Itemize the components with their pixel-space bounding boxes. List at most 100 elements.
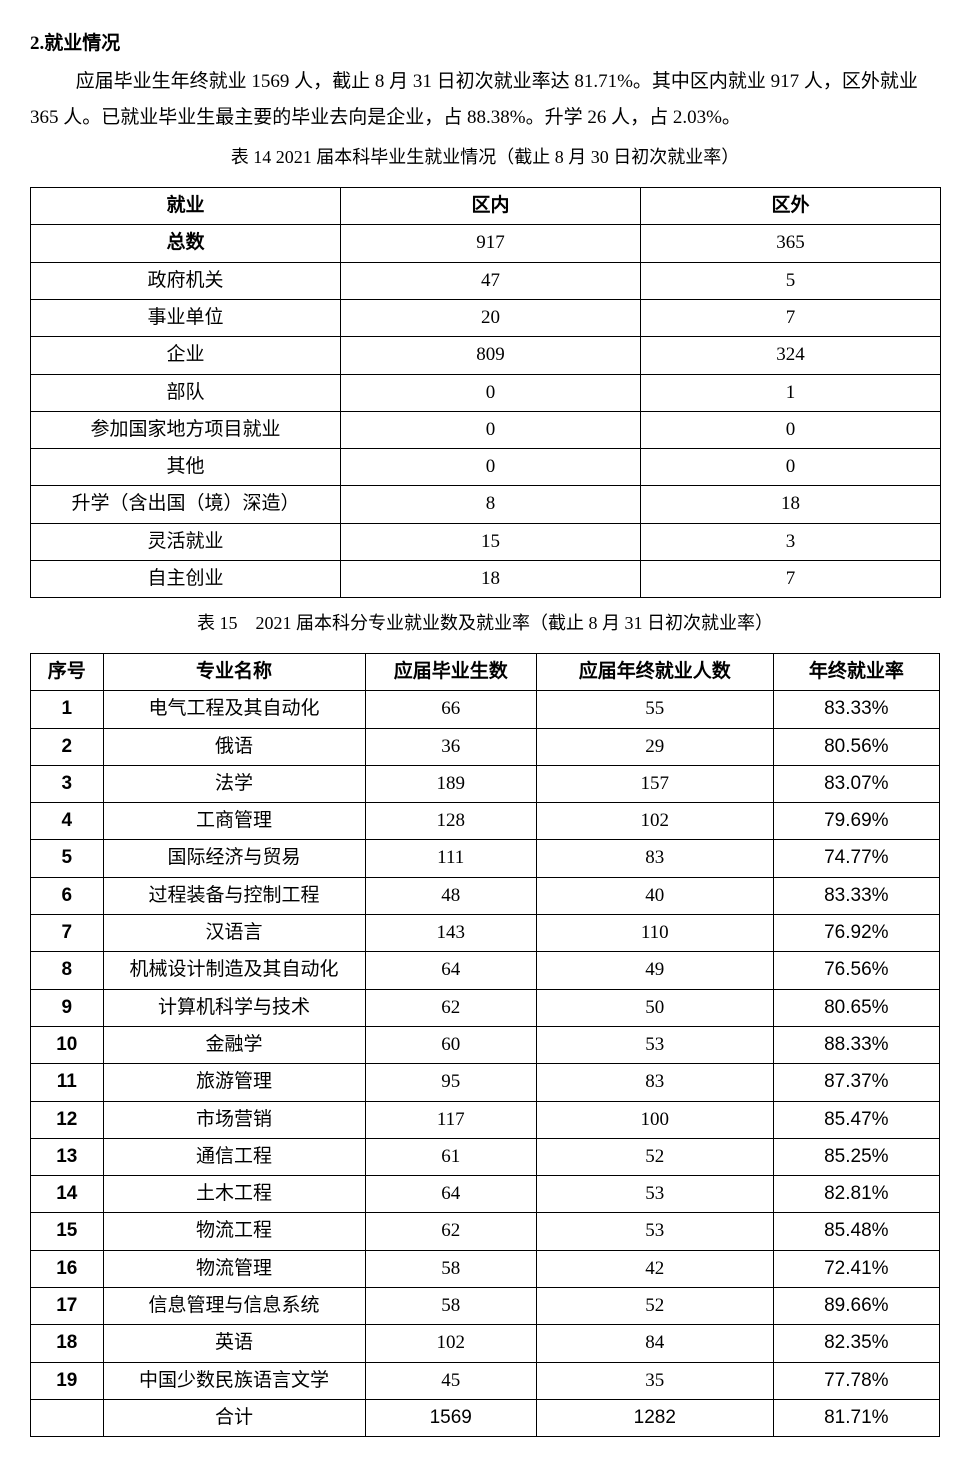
total-rate: 81.71% <box>773 1399 939 1436</box>
emp-rate: 85.25% <box>773 1138 939 1175</box>
major-name: 旅游管理 <box>103 1064 365 1101</box>
emp-rate: 72.41% <box>773 1250 939 1287</box>
grad-count: 58 <box>365 1287 536 1324</box>
table-row: 参加国家地方项目就业00 <box>31 411 941 448</box>
table-row: 8机械设计制造及其自动化644976.56% <box>31 952 940 989</box>
emp-count: 35 <box>536 1362 773 1399</box>
total-emp: 1282 <box>536 1399 773 1436</box>
major-name: 物流工程 <box>103 1213 365 1250</box>
major-name: 土木工程 <box>103 1176 365 1213</box>
table-row: 14土木工程645382.81% <box>31 1176 940 1213</box>
cell: 0 <box>341 411 641 448</box>
row-label: 企业 <box>31 337 341 374</box>
emp-rate: 80.56% <box>773 728 939 765</box>
row-label: 总数 <box>31 225 341 262</box>
emp-rate: 82.81% <box>773 1176 939 1213</box>
col-header: 应届年终就业人数 <box>536 653 773 690</box>
cell: 0 <box>341 449 641 486</box>
grad-count: 62 <box>365 1213 536 1250</box>
grad-count: 62 <box>365 989 536 1026</box>
table-row: 2俄语362980.56% <box>31 728 940 765</box>
major-name: 俄语 <box>103 728 365 765</box>
total-label: 合计 <box>103 1399 365 1436</box>
table-row: 19中国少数民族语言文学453577.78% <box>31 1362 940 1399</box>
row-index: 18 <box>31 1325 104 1362</box>
emp-rate: 77.78% <box>773 1362 939 1399</box>
grad-count: 64 <box>365 1176 536 1213</box>
table14-caption: 表 14 2021 届本科毕业生就业情况（截止 8 月 30 日初次就业率） <box>30 142 940 173</box>
grad-count: 45 <box>365 1362 536 1399</box>
grad-count: 189 <box>365 765 536 802</box>
major-name: 电气工程及其自动化 <box>103 691 365 728</box>
row-label: 参加国家地方项目就业 <box>31 411 341 448</box>
emp-count: 42 <box>536 1250 773 1287</box>
cell: 365 <box>641 225 941 262</box>
table15: 序号 专业名称 应届毕业生数 应届年终就业人数 年终就业率 1电气工程及其自动化… <box>30 653 940 1437</box>
grad-count: 61 <box>365 1138 536 1175</box>
table-header-row: 就业 区内 区外 <box>31 188 941 225</box>
cell: 0 <box>641 411 941 448</box>
grad-count: 48 <box>365 877 536 914</box>
emp-rate: 85.47% <box>773 1101 939 1138</box>
emp-rate: 74.77% <box>773 840 939 877</box>
emp-count: 110 <box>536 915 773 952</box>
major-name: 计算机科学与技术 <box>103 989 365 1026</box>
grad-count: 143 <box>365 915 536 952</box>
emp-rate: 79.69% <box>773 803 939 840</box>
table-row: 10金融学605388.33% <box>31 1026 940 1063</box>
row-index: 14 <box>31 1176 104 1213</box>
col-header: 区外 <box>641 188 941 225</box>
cell: 3 <box>641 523 941 560</box>
row-index: 7 <box>31 915 104 952</box>
col-header: 专业名称 <box>103 653 365 690</box>
col-header: 就业 <box>31 188 341 225</box>
cell: 809 <box>341 337 641 374</box>
major-name: 英语 <box>103 1325 365 1362</box>
table-row: 灵活就业153 <box>31 523 941 560</box>
emp-rate: 89.66% <box>773 1287 939 1324</box>
major-name: 金融学 <box>103 1026 365 1063</box>
emp-rate: 83.33% <box>773 691 939 728</box>
row-label: 政府机关 <box>31 262 341 299</box>
table14: 就业 区内 区外 总数917365政府机关475事业单位207企业809324部… <box>30 187 941 598</box>
row-label: 其他 <box>31 449 341 486</box>
emp-count: 29 <box>536 728 773 765</box>
grad-count: 66 <box>365 691 536 728</box>
grad-count: 36 <box>365 728 536 765</box>
major-name: 信息管理与信息系统 <box>103 1287 365 1324</box>
cell: 5 <box>641 262 941 299</box>
row-index: 13 <box>31 1138 104 1175</box>
col-header: 序号 <box>31 653 104 690</box>
row-index: 11 <box>31 1064 104 1101</box>
row-label: 升学（含出国（境）深造） <box>31 486 341 523</box>
table-row: 15物流工程625385.48% <box>31 1213 940 1250</box>
row-index: 12 <box>31 1101 104 1138</box>
grad-count: 111 <box>365 840 536 877</box>
table-row: 企业809324 <box>31 337 941 374</box>
emp-rate: 76.92% <box>773 915 939 952</box>
emp-rate: 82.35% <box>773 1325 939 1362</box>
cell: 20 <box>341 299 641 336</box>
major-name: 市场营销 <box>103 1101 365 1138</box>
table-row: 9计算机科学与技术625080.65% <box>31 989 940 1026</box>
table-row: 其他00 <box>31 449 941 486</box>
table-row: 4工商管理12810279.69% <box>31 803 940 840</box>
emp-count: 53 <box>536 1213 773 1250</box>
major-name: 过程装备与控制工程 <box>103 877 365 914</box>
major-name: 通信工程 <box>103 1138 365 1175</box>
table-row: 18英语1028482.35% <box>31 1325 940 1362</box>
emp-count: 52 <box>536 1138 773 1175</box>
grad-count: 58 <box>365 1250 536 1287</box>
cell: 0 <box>641 449 941 486</box>
emp-count: 83 <box>536 1064 773 1101</box>
col-header: 区内 <box>341 188 641 225</box>
table-total-row: 合计 1569 1282 81.71% <box>31 1399 940 1436</box>
grad-count: 64 <box>365 952 536 989</box>
major-name: 中国少数民族语言文学 <box>103 1362 365 1399</box>
cell: 7 <box>641 299 941 336</box>
major-name: 国际经济与贸易 <box>103 840 365 877</box>
table-row: 1电气工程及其自动化665583.33% <box>31 691 940 728</box>
emp-count: 84 <box>536 1325 773 1362</box>
row-index: 16 <box>31 1250 104 1287</box>
emp-count: 53 <box>536 1176 773 1213</box>
